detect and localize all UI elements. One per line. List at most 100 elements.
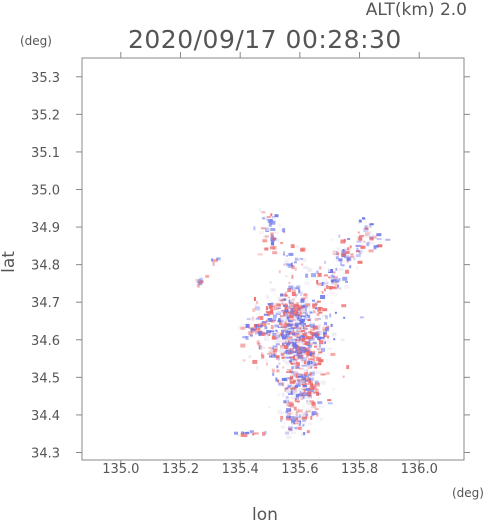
echo-cell <box>283 319 288 322</box>
echo-cell <box>300 335 305 337</box>
echo-cell <box>293 371 298 374</box>
echo-cell <box>349 245 352 249</box>
echo-cell <box>281 392 285 397</box>
echo-cell <box>335 251 338 256</box>
echo-cell <box>290 244 295 249</box>
echo-cell <box>252 433 255 436</box>
echo-cell <box>264 334 269 338</box>
echo-cell <box>265 295 269 299</box>
echo-cell <box>267 332 271 336</box>
echo-cell <box>281 336 286 340</box>
echo-cell <box>322 314 327 317</box>
echo-cell <box>305 337 309 340</box>
echo-cell <box>270 235 274 237</box>
echo-cell <box>292 389 298 394</box>
echo-cell <box>286 342 291 346</box>
echo-cell <box>302 385 306 389</box>
echo-cell <box>285 330 291 335</box>
echo-cell <box>295 323 298 326</box>
echo-cell <box>358 250 362 255</box>
echo-cell <box>293 331 296 335</box>
echo-cell <box>321 338 326 342</box>
echo-cell <box>342 259 345 263</box>
echo-cell <box>281 356 285 359</box>
echo-cell <box>262 217 266 220</box>
echo-cell <box>291 360 296 364</box>
echo-cell <box>278 380 282 384</box>
echo-cell <box>363 228 369 233</box>
echo-cell <box>269 330 275 333</box>
echo-cell <box>315 270 319 274</box>
echo-cell <box>333 278 338 283</box>
echo-cell <box>280 352 284 356</box>
echo-cell <box>272 217 276 220</box>
echo-cell <box>317 401 323 405</box>
echo-cell <box>294 331 297 336</box>
echo-cell <box>255 306 261 311</box>
echo-cell <box>301 258 307 262</box>
echo-cell <box>306 378 310 381</box>
echo-cell <box>282 417 288 421</box>
echo-cluster-north-patch <box>253 207 286 256</box>
echo-cell <box>356 240 362 243</box>
echo-cell <box>307 360 311 365</box>
echo-cell <box>316 391 320 396</box>
echo-cell <box>344 255 349 259</box>
echo-cell <box>295 383 298 388</box>
echo-cell <box>286 295 290 300</box>
echo-cell <box>326 293 329 297</box>
echo-cell <box>305 397 311 399</box>
y-axis-unit: (deg) <box>20 34 52 48</box>
echo-cell <box>274 303 279 307</box>
echo-cell <box>349 255 355 258</box>
echo-cell <box>323 335 328 338</box>
echo-cell <box>318 405 324 408</box>
echo-cell <box>345 251 350 255</box>
echo-cell <box>245 431 250 434</box>
echo-cell <box>358 219 362 223</box>
echo-cell <box>296 329 299 332</box>
echo-cell <box>311 384 316 389</box>
echo-cell <box>263 313 269 316</box>
echo-cell <box>270 219 273 222</box>
echo-cell <box>251 319 254 322</box>
echo-cell <box>347 238 351 240</box>
echo-cell <box>242 434 248 437</box>
echo-cell <box>278 321 282 325</box>
echo-cell <box>285 351 290 355</box>
echo-cell <box>365 233 370 238</box>
echo-cell <box>286 359 291 364</box>
echo-cell <box>344 284 350 289</box>
echo-cell <box>304 341 309 346</box>
echo-cell <box>270 309 274 314</box>
echo-cell <box>315 326 321 330</box>
echo-cell <box>262 431 265 436</box>
echo-cell <box>248 326 251 330</box>
echo-cell <box>376 238 382 240</box>
echo-cell <box>281 334 285 338</box>
echo-cell <box>252 308 256 313</box>
data-layer <box>194 207 391 439</box>
echo-cell <box>311 406 317 408</box>
echo-cell <box>297 349 302 354</box>
echo-cell <box>304 327 308 331</box>
echo-cell <box>310 355 316 359</box>
echo-cell <box>258 331 263 336</box>
echo-cell <box>298 355 304 358</box>
echo-cell <box>336 257 339 262</box>
echo-cell <box>312 362 317 367</box>
echo-cell <box>292 318 296 321</box>
echo-cell <box>272 314 277 319</box>
echo-cell <box>302 394 305 399</box>
echo-cell <box>290 262 293 267</box>
echo-cell <box>308 347 311 351</box>
echo-cell <box>291 274 294 279</box>
echo-cell <box>288 329 294 332</box>
echo-cell <box>364 225 368 230</box>
echo-cell <box>302 315 306 318</box>
echo-cell <box>286 353 288 356</box>
echo-cell <box>317 370 323 374</box>
echo-cell <box>337 284 340 289</box>
echo-cell <box>286 369 290 373</box>
echo-cell <box>346 365 350 370</box>
